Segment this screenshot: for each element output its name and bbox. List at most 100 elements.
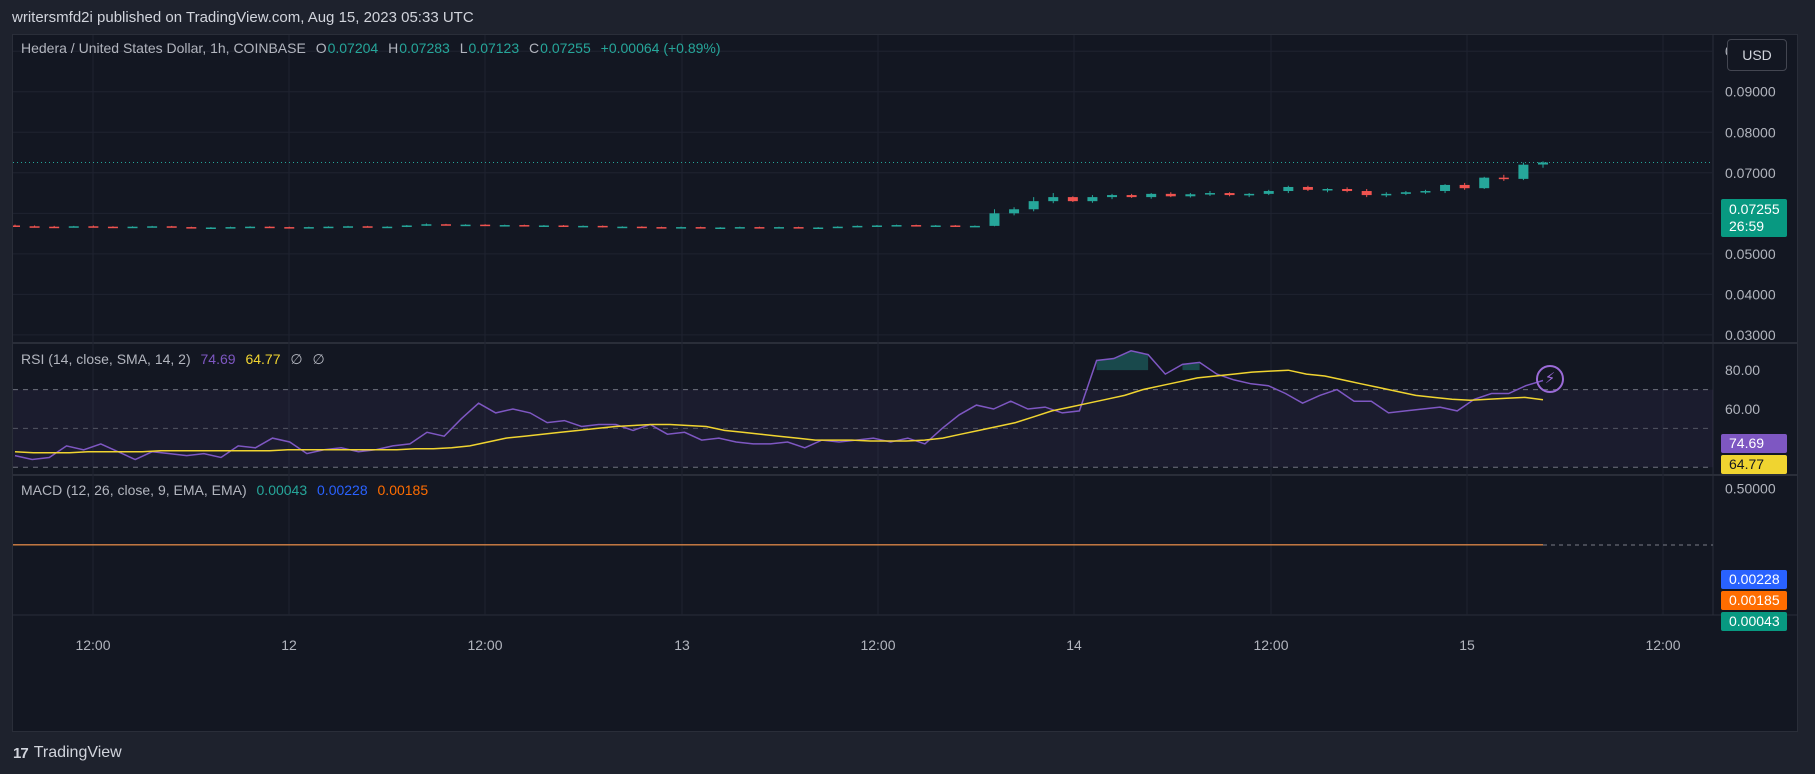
main-pane-legend: Hedera / United States Dollar, 1h, COINB… — [21, 40, 721, 56]
time-tick-label: 12:00 — [1645, 637, 1680, 653]
ohlc-low: 0.07123 — [468, 40, 520, 56]
candle-body — [1498, 177, 1509, 180]
price-tick-label: 0.09000 — [1725, 84, 1776, 100]
candle-body — [578, 225, 589, 228]
histogram-value-tag: 0.00043 — [1721, 612, 1787, 631]
candle-body — [754, 227, 765, 229]
candle-body — [49, 226, 60, 229]
ohlc-o-label: O — [315, 40, 327, 56]
tradingview-brand: TradingView — [33, 744, 122, 761]
candle-body — [930, 225, 941, 227]
candle-body — [950, 225, 961, 227]
candle-body — [382, 226, 393, 229]
macd-line-legend-value: 0.00228 — [317, 482, 368, 498]
candle-body — [832, 226, 843, 229]
candle-body — [88, 226, 99, 228]
rsi-hidden-icon-a[interactable]: ∅ — [290, 351, 303, 367]
candle-body — [636, 226, 647, 229]
rsi-line — [14, 350, 1544, 461]
candle-body — [1302, 186, 1313, 190]
candle-body — [480, 224, 491, 227]
candle-body — [1459, 184, 1470, 189]
candle-body — [147, 226, 158, 228]
candle-body — [1165, 193, 1176, 197]
publish-info: writersmfd2i published on TradingView.co… — [12, 9, 474, 26]
candle-body — [617, 226, 628, 229]
candle-body — [107, 226, 118, 229]
candle-body — [715, 227, 726, 229]
candle-body — [1087, 197, 1098, 202]
candle-body — [676, 227, 687, 229]
candle-body — [774, 227, 784, 229]
macd-signal-legend-value: 0.00185 — [377, 482, 429, 498]
candle-body — [1067, 197, 1078, 202]
candle-body — [421, 224, 432, 226]
candle-body — [656, 227, 667, 229]
candle-body — [519, 225, 530, 227]
candle-body — [225, 227, 236, 229]
candle-body — [1400, 192, 1411, 194]
candle-body — [969, 225, 980, 228]
price-change: +0.00064 (+0.89%) — [600, 40, 721, 56]
macd-title[interactable]: MACD (12, 26, close, 9, EMA, EMA) — [21, 482, 247, 498]
time-tick-label: 13 — [674, 637, 690, 653]
price-tick-label: 0.07000 — [1725, 165, 1776, 181]
candle-body — [1107, 195, 1118, 198]
ohlc-c-label: C — [529, 40, 540, 56]
rsi-title[interactable]: RSI (14, close, SMA, 14, 2) — [21, 351, 191, 367]
lightning-icon[interactable]: ⚡ — [1536, 365, 1564, 393]
candle-body — [891, 225, 902, 227]
time-tick-label: 14 — [1066, 637, 1082, 653]
rsi-sma-value-tag: 64.77 — [1721, 455, 1787, 474]
tradingview-logo[interactable]: 17 TradingView — [13, 744, 122, 762]
candle-body — [343, 226, 354, 228]
candle-body — [1381, 193, 1392, 196]
candle-body — [1342, 189, 1353, 192]
candle-body — [166, 226, 177, 228]
time-tick-label: 12:00 — [467, 637, 502, 653]
time-tick-label: 12 — [281, 637, 297, 653]
candle-body — [29, 226, 40, 228]
rsi-hidden-icon-b[interactable]: ∅ — [312, 351, 325, 367]
candle-body — [793, 227, 804, 229]
candle-body — [303, 227, 314, 229]
candle-body — [1204, 193, 1215, 195]
ohlc-open: 0.07204 — [327, 40, 379, 56]
macd-tick-label: 0.50000 — [1725, 481, 1776, 497]
last-price-label: 0.07255 — [1729, 201, 1780, 217]
signal-value-tag: 0.00185 — [1721, 591, 1787, 610]
candle-body — [1420, 191, 1431, 193]
tradingview-logo-icon: 17 — [13, 744, 29, 762]
candle-body — [1028, 201, 1039, 210]
currency-button[interactable]: USD — [1727, 39, 1787, 71]
candle-body — [989, 213, 1000, 226]
price-tick-label: 0.05000 — [1725, 246, 1776, 262]
candle-body — [1126, 195, 1137, 198]
price-tick-label: 0.08000 — [1725, 124, 1776, 140]
price-tick-label: 0.03000 — [1725, 327, 1776, 343]
chart-canvas[interactable]: 12:001212:001312:001412:001512:000.10000… — [13, 35, 1797, 731]
candle-body — [440, 224, 451, 226]
macd-hist-legend-value: 0.00043 — [256, 482, 308, 498]
countdown-label: 26:59 — [1729, 218, 1765, 234]
time-tick-label: 15 — [1459, 637, 1475, 653]
candle-body — [1263, 191, 1274, 194]
candle-body — [362, 226, 373, 228]
ohlc-l-label: L — [459, 40, 468, 56]
macd-legend: MACD (12, 26, close, 9, EMA, EMA) 0.0004… — [21, 482, 428, 498]
candle-body — [1244, 193, 1255, 196]
candle-body — [1479, 177, 1490, 189]
rsi-legend: RSI (14, close, SMA, 14, 2) 74.69 64.77 … — [21, 351, 325, 368]
candle-body — [538, 225, 549, 227]
candle-body — [13, 225, 20, 227]
candle-body — [911, 225, 922, 227]
candle-body — [558, 225, 569, 227]
candle-body — [1146, 193, 1157, 198]
price-tick-label: 0.04000 — [1725, 286, 1776, 302]
symbol-title[interactable]: Hedera / United States Dollar, 1h, COINB… — [21, 40, 306, 56]
candle-body — [1224, 193, 1235, 196]
candle-body — [245, 226, 256, 229]
candle-body — [401, 225, 412, 227]
candle-body — [186, 227, 197, 229]
ohlc-high: 0.07283 — [399, 40, 450, 56]
